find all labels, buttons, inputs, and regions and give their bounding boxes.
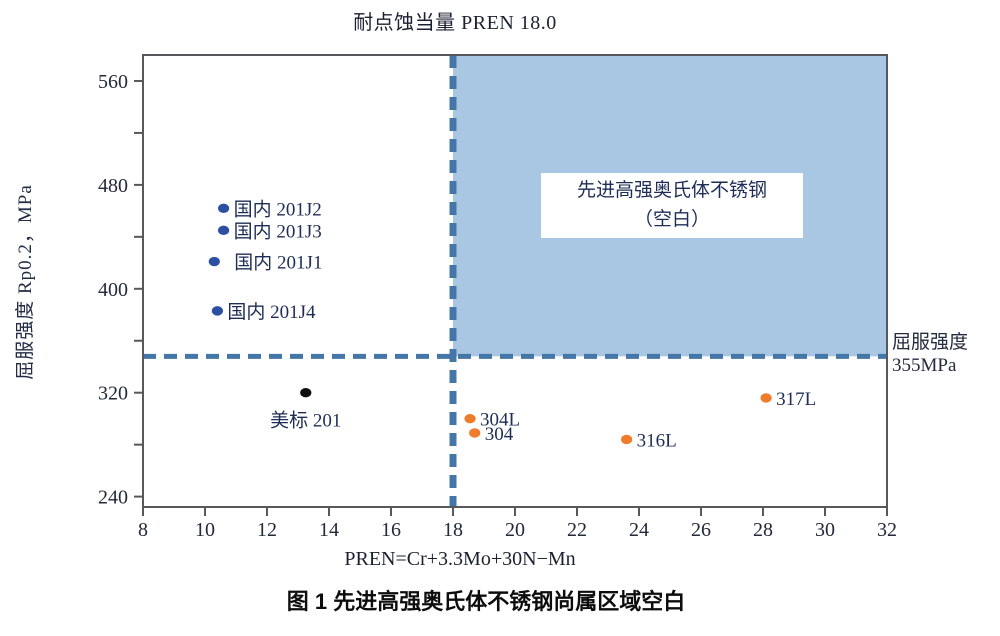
data-point [218,225,230,236]
data-point-label: 国内 201J1 [234,252,322,274]
data-point [218,203,230,213]
x-tick-label: 12 [257,519,277,541]
data-point-label: 304L [480,410,520,431]
yield-threshold-label-line2: 355MPa [892,355,957,377]
data-point-label: 316L [637,430,677,451]
data-point [469,428,481,438]
x-tick-label: 32 [877,519,897,541]
x-tick-label: 20 [505,519,525,541]
x-tick-label: 24 [629,519,649,541]
data-point [208,256,220,267]
data-point-label: 国内 201J2 [234,198,322,220]
y-tick-label: 320 [98,383,128,405]
yield-threshold-label: 屈服强度 355MPa [892,331,998,377]
data-point [621,434,633,445]
region-label-line2: （空白） [633,208,710,230]
x-tick-label: 18 [443,519,463,541]
vertical-threshold-title: 耐点蚀当量 PREN 18.0 [353,12,557,34]
x-tick-label: 28 [753,519,773,541]
x-tick-label: 26 [691,519,711,541]
region-label-line1: 先进高强奥氏体不锈钢 [576,180,767,201]
data-point-label: 国内 201J4 [227,301,316,323]
data-point [760,393,772,403]
y-tick-label: 560 [98,71,128,93]
data-point-label: 国内 201J3 [234,220,322,242]
y-tick-label: 240 [98,487,128,509]
y-tick-label: 480 [98,175,128,197]
x-tick-label: 16 [381,519,401,541]
data-point [211,306,223,316]
x-tick-label: 30 [815,519,835,541]
data-point-label: 美标 201 [270,410,341,432]
y-axis-label: 屈服强度 Rp0.2，MPa [15,184,36,380]
x-tick-label: 14 [319,519,339,541]
region-label: 先进高强奥氏体不锈钢 （空白） [541,173,803,238]
data-point [464,413,476,424]
x-tick-label: 10 [195,519,215,541]
data-point-label: 304 [485,424,514,445]
data-point [300,388,312,398]
y-tick-label: 400 [98,279,128,301]
x-tick-label: 8 [138,519,148,541]
figure-caption: 图 1 先进高强奥氏体不锈钢尚属区域空白 [286,589,686,614]
yield-threshold-label-line1: 屈服强度 [892,332,969,353]
x-tick-label: 22 [567,519,587,541]
data-point-label: 317L [776,389,816,410]
x-axis-label: PREN=Cr+3.3Mo+30N−Mn [344,548,576,570]
